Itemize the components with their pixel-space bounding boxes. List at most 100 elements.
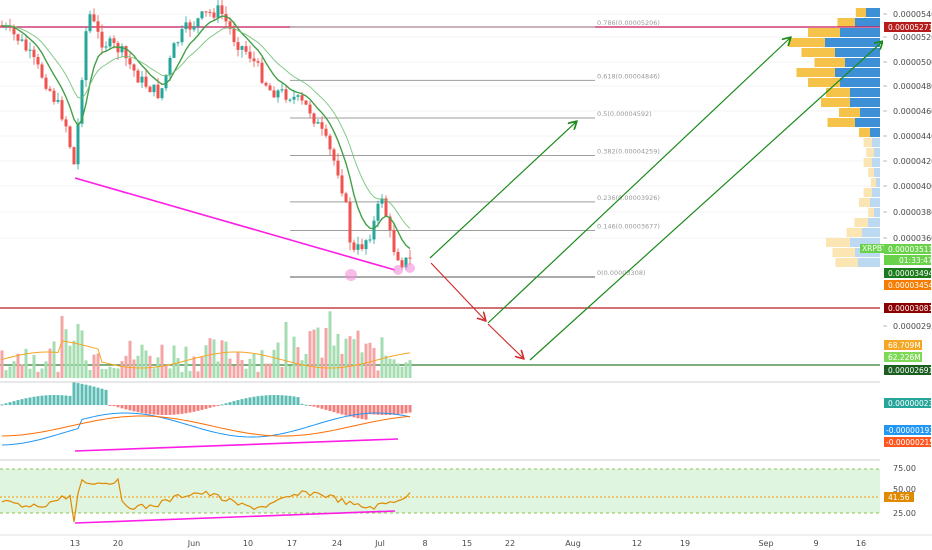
svg-text:62.226M: 62.226M: [888, 353, 921, 362]
macd-bar: [196, 405, 200, 411]
fib-level-label: 0.382(0.00004259): [597, 147, 660, 155]
profile-bar-buy: [876, 178, 880, 187]
volume-bars: [0, 311, 412, 378]
candle-body: [396, 251, 400, 261]
macd-bar: [268, 395, 272, 405]
bull-arrow-mid: [487, 38, 790, 324]
macd-bar: [52, 395, 56, 405]
volume-bar: [12, 361, 16, 378]
volume-bar: [228, 358, 232, 378]
time-tick: 22: [505, 539, 515, 548]
price-tick: 0.00004000: [893, 182, 932, 191]
macd-bar: [144, 405, 148, 414]
macd-bar: [324, 405, 328, 410]
volume-bar: [376, 370, 380, 378]
candle-body: [128, 58, 132, 65]
volume-bar: [64, 329, 68, 378]
macd-bar: [240, 399, 244, 405]
volume-bar: [244, 368, 248, 378]
macd-bar: [64, 395, 68, 405]
rsi-tick-50: 50.00: [893, 485, 916, 494]
candle-body: [268, 85, 272, 91]
volume-bar: [316, 327, 320, 378]
fib-level-label: 0.236(0.00003926): [597, 194, 660, 202]
price-axis-bg[interactable]: [883, 0, 932, 535]
macd-bar: [92, 386, 96, 405]
tag-countdown: 01:33:47: [884, 255, 932, 265]
macd-bar: [284, 395, 288, 405]
volume-bar: [196, 371, 200, 378]
volume-bar: [92, 354, 96, 378]
candle-body: [224, 13, 228, 22]
candle-body: [320, 122, 324, 129]
candle-body: [200, 11, 204, 19]
rsi-tick-75: 75.00: [893, 464, 916, 473]
volume-bar: [8, 366, 12, 378]
macd-signal-line: [1, 415, 411, 437]
time-tick: 16: [856, 539, 866, 548]
svg-text:01:33:47: 01:33:47: [899, 256, 932, 265]
profile-bar-buy: [835, 68, 880, 77]
price-axis: 0.00005400 0.00005200 0.00005000 0.00004800…: [883, 10, 932, 331]
volume-bar: [372, 347, 376, 378]
macd-bar: [272, 395, 276, 405]
profile-bar-buy: [840, 28, 880, 37]
macd-divergence-line: [74, 438, 399, 452]
svg-text:0.00003081: 0.00003081: [888, 304, 932, 313]
macd-bar: [384, 405, 388, 415]
time-axis-bg[interactable]: [0, 535, 932, 550]
profile-bar-sell: [863, 188, 872, 197]
volume-bar: [148, 355, 152, 378]
volume-bar: [192, 356, 196, 378]
volume-bar: [392, 359, 396, 378]
time-tick: 13: [70, 539, 80, 548]
macd-bar: [212, 405, 216, 407]
profile-bar-sell: [859, 128, 870, 137]
svg-text:41.56: 41.56: [888, 493, 910, 502]
volume-bar: [292, 336, 296, 378]
macd-bar: [80, 383, 84, 405]
macd-bar: [128, 405, 132, 411]
candle-body: [56, 100, 60, 102]
svg-text:0.00003454: 0.00003454: [888, 281, 932, 290]
macd-bar: [32, 396, 36, 405]
price-tick: 0.00004200: [893, 157, 932, 166]
tag-support-level: 0.00003081: [884, 303, 932, 313]
volume-bar: [100, 368, 104, 378]
volume-bar: [240, 359, 244, 378]
macd-bar: [232, 401, 236, 405]
profile-bar-sell: [835, 258, 858, 267]
volume-bar: [288, 365, 292, 378]
volume-bar: [232, 366, 236, 378]
volume-bar: [28, 368, 32, 378]
profile-bar-sell: [859, 198, 870, 207]
macd-bar: [140, 405, 144, 413]
macd-bar: [352, 405, 356, 418]
volume-bar: [224, 341, 228, 378]
tag-volume: 62.226M: [884, 352, 922, 362]
volume-bar: [216, 361, 220, 378]
macd-bar: [56, 395, 60, 405]
profile-bar-buy: [868, 218, 880, 227]
candle-body: [272, 90, 276, 98]
candle-body: [60, 100, 64, 120]
candle-body: [344, 193, 348, 203]
macd-bar: [340, 405, 344, 415]
candle-body: [332, 149, 336, 161]
profile-bar-buy: [850, 238, 880, 247]
macd-bar: [160, 405, 164, 415]
profile-bar-buy: [825, 38, 880, 47]
volume-bar: [72, 340, 76, 378]
price-tick: 0.00005000: [893, 58, 932, 67]
candle-body: [192, 26, 196, 30]
volume-bar: [68, 345, 72, 378]
volume-bar: [364, 343, 368, 378]
macd-bar: [112, 405, 116, 407]
profile-bar-sell: [868, 208, 874, 217]
macd-bar: [368, 405, 372, 415]
macd-histogram: [0, 382, 412, 420]
candle-body: [20, 39, 24, 41]
volume-bar: [44, 361, 48, 378]
macd-bar: [264, 395, 268, 405]
